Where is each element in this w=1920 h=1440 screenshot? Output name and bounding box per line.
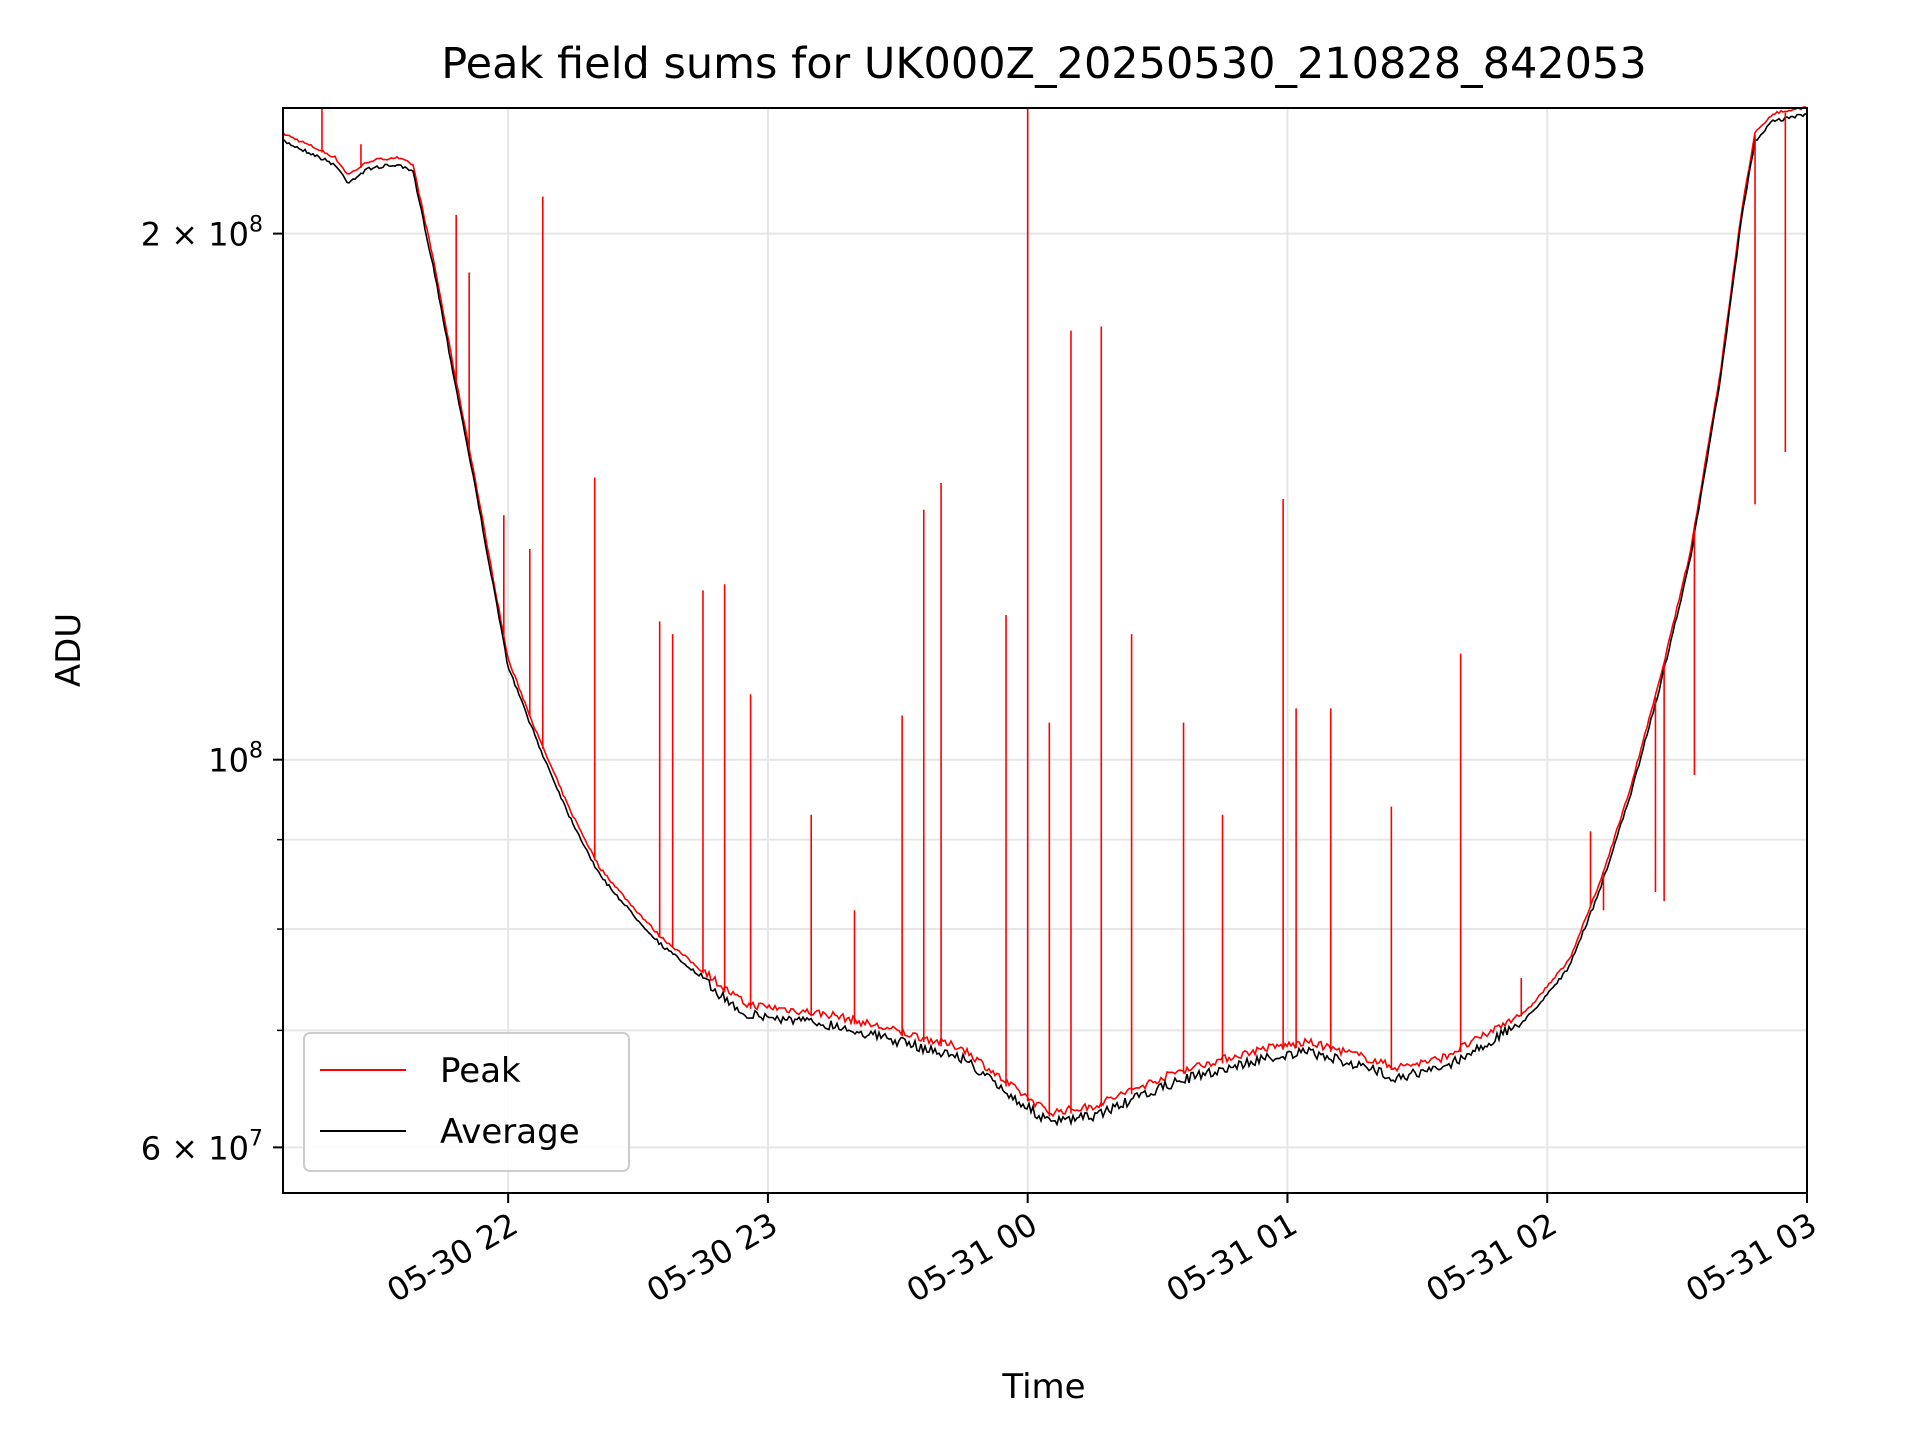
y-axis: 2 × 108 108 6 × 107 (141, 213, 283, 1167)
x-axis-label: Time (1001, 1367, 1085, 1407)
legend: Peak Average (303, 1032, 630, 1172)
chart-title: Peak field sums for UK000Z_20250530_2108… (441, 39, 1647, 89)
plot-frame (282, 107, 1808, 1194)
legend-label-peak: Peak (440, 1051, 521, 1091)
y-tick-label: 6 × 107 (141, 1126, 263, 1167)
y-axis-label: ADU (49, 613, 89, 687)
y-tick-label: 2 × 108 (141, 213, 263, 254)
legend-label-average: Average (440, 1112, 580, 1152)
series-layer (282, 106, 1808, 1127)
series-peak-line (282, 106, 1808, 1118)
legend-box (303, 1032, 630, 1172)
series-average-line (282, 113, 1808, 1127)
y-tick-label: 108 (208, 739, 263, 780)
